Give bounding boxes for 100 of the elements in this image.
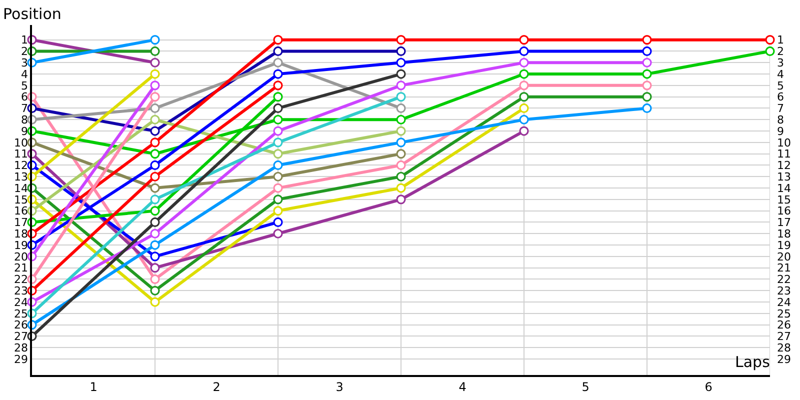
y-tick-label: 17 [14,216,28,230]
point [519,126,529,136]
point [396,138,406,148]
y-tick-label: 26 [14,318,28,332]
point [273,114,283,124]
point [150,297,160,307]
y-axis-title: Position [3,5,62,23]
point [396,58,406,68]
y-tick-label: 25 [14,307,28,320]
point [150,69,160,79]
y-tick-label: 15 [14,193,28,206]
y-tick-label: 13 [14,170,28,184]
point [396,69,406,79]
point [396,160,406,170]
y-tick-label: 22 [14,273,28,286]
point [519,103,529,114]
y-tick-label: 12 [14,159,28,172]
y2-tick-label: 6 [777,90,784,104]
point [642,58,652,68]
point [150,80,160,90]
point [396,114,406,124]
y-tick-label: 14 [14,182,28,195]
point [150,35,160,45]
point [519,58,529,68]
point [396,194,406,204]
point [150,92,160,102]
point [519,46,529,56]
point [273,194,283,204]
y2-tick-label: 26 [777,318,791,332]
y2-tick-label: 23 [777,284,791,298]
x-tick-label: 2 [212,380,220,394]
x-axis-title: Laps [735,353,770,371]
y-tick-label: 21 [14,262,28,275]
point [150,46,160,56]
point [396,46,406,56]
point [150,103,160,114]
y2-tick-label: 8 [777,113,784,126]
y2-tick-label: 9 [777,124,784,138]
point [396,35,406,45]
x-tick-label: 1 [90,380,98,394]
y-tick-label: 4 [21,68,28,81]
point [150,172,160,182]
y-tick-label: 18 [14,227,28,240]
point [273,149,283,159]
y-tick-label: 11 [14,148,28,161]
y-tick-label: 7 [21,102,28,116]
point [150,263,160,273]
y-tick-label: 3 [21,56,28,70]
y-tick-label: 27 [14,330,28,344]
y-tick-label: 23 [14,284,28,298]
point [519,80,529,90]
point [396,172,406,182]
y-tick-label: 1 [21,34,28,47]
point [273,206,283,216]
point [150,149,160,159]
point [150,274,160,284]
y2-tick-label: 1 [777,34,784,47]
point [396,103,406,114]
point [642,35,652,45]
y2-tick-label: 29 [777,352,791,366]
point [273,126,283,136]
y2-tick-label: 19 [777,238,791,252]
x-tick-label: 6 [704,380,712,394]
y2-tick-label: 2 [777,45,784,58]
point [150,138,160,148]
point [273,228,283,238]
y2-tick-label: 5 [777,79,784,92]
point [396,92,406,102]
y2-tick-label: 15 [777,193,791,206]
point [273,80,283,90]
point [150,286,160,296]
point [642,92,652,102]
y2-tick-label: 18 [777,227,791,240]
y2-tick-label: 28 [777,341,791,354]
y-tick-label: 8 [21,113,28,126]
y-tick-label: 19 [14,238,28,252]
point [273,217,283,228]
point [765,46,775,56]
point [642,69,652,79]
point [150,228,160,238]
y2-tick-label: 13 [777,170,791,184]
y2-tick-label: 27 [777,330,791,344]
y-tick-label: 29 [14,352,28,366]
point [519,114,529,124]
point [765,35,775,45]
y2-tick-label: 22 [777,273,791,286]
y2-tick-label: 20 [777,250,791,264]
point [273,172,283,182]
point [150,217,160,228]
point [396,183,406,193]
y2-tick-label: 11 [777,148,791,161]
point [396,126,406,136]
y-tick-label: 2 [21,45,28,58]
y2-tick-label: 21 [777,262,791,275]
y-tick-label: 9 [21,124,28,138]
point [642,103,652,114]
point [273,58,283,68]
point [273,35,283,45]
point [150,252,160,262]
point [273,46,283,56]
